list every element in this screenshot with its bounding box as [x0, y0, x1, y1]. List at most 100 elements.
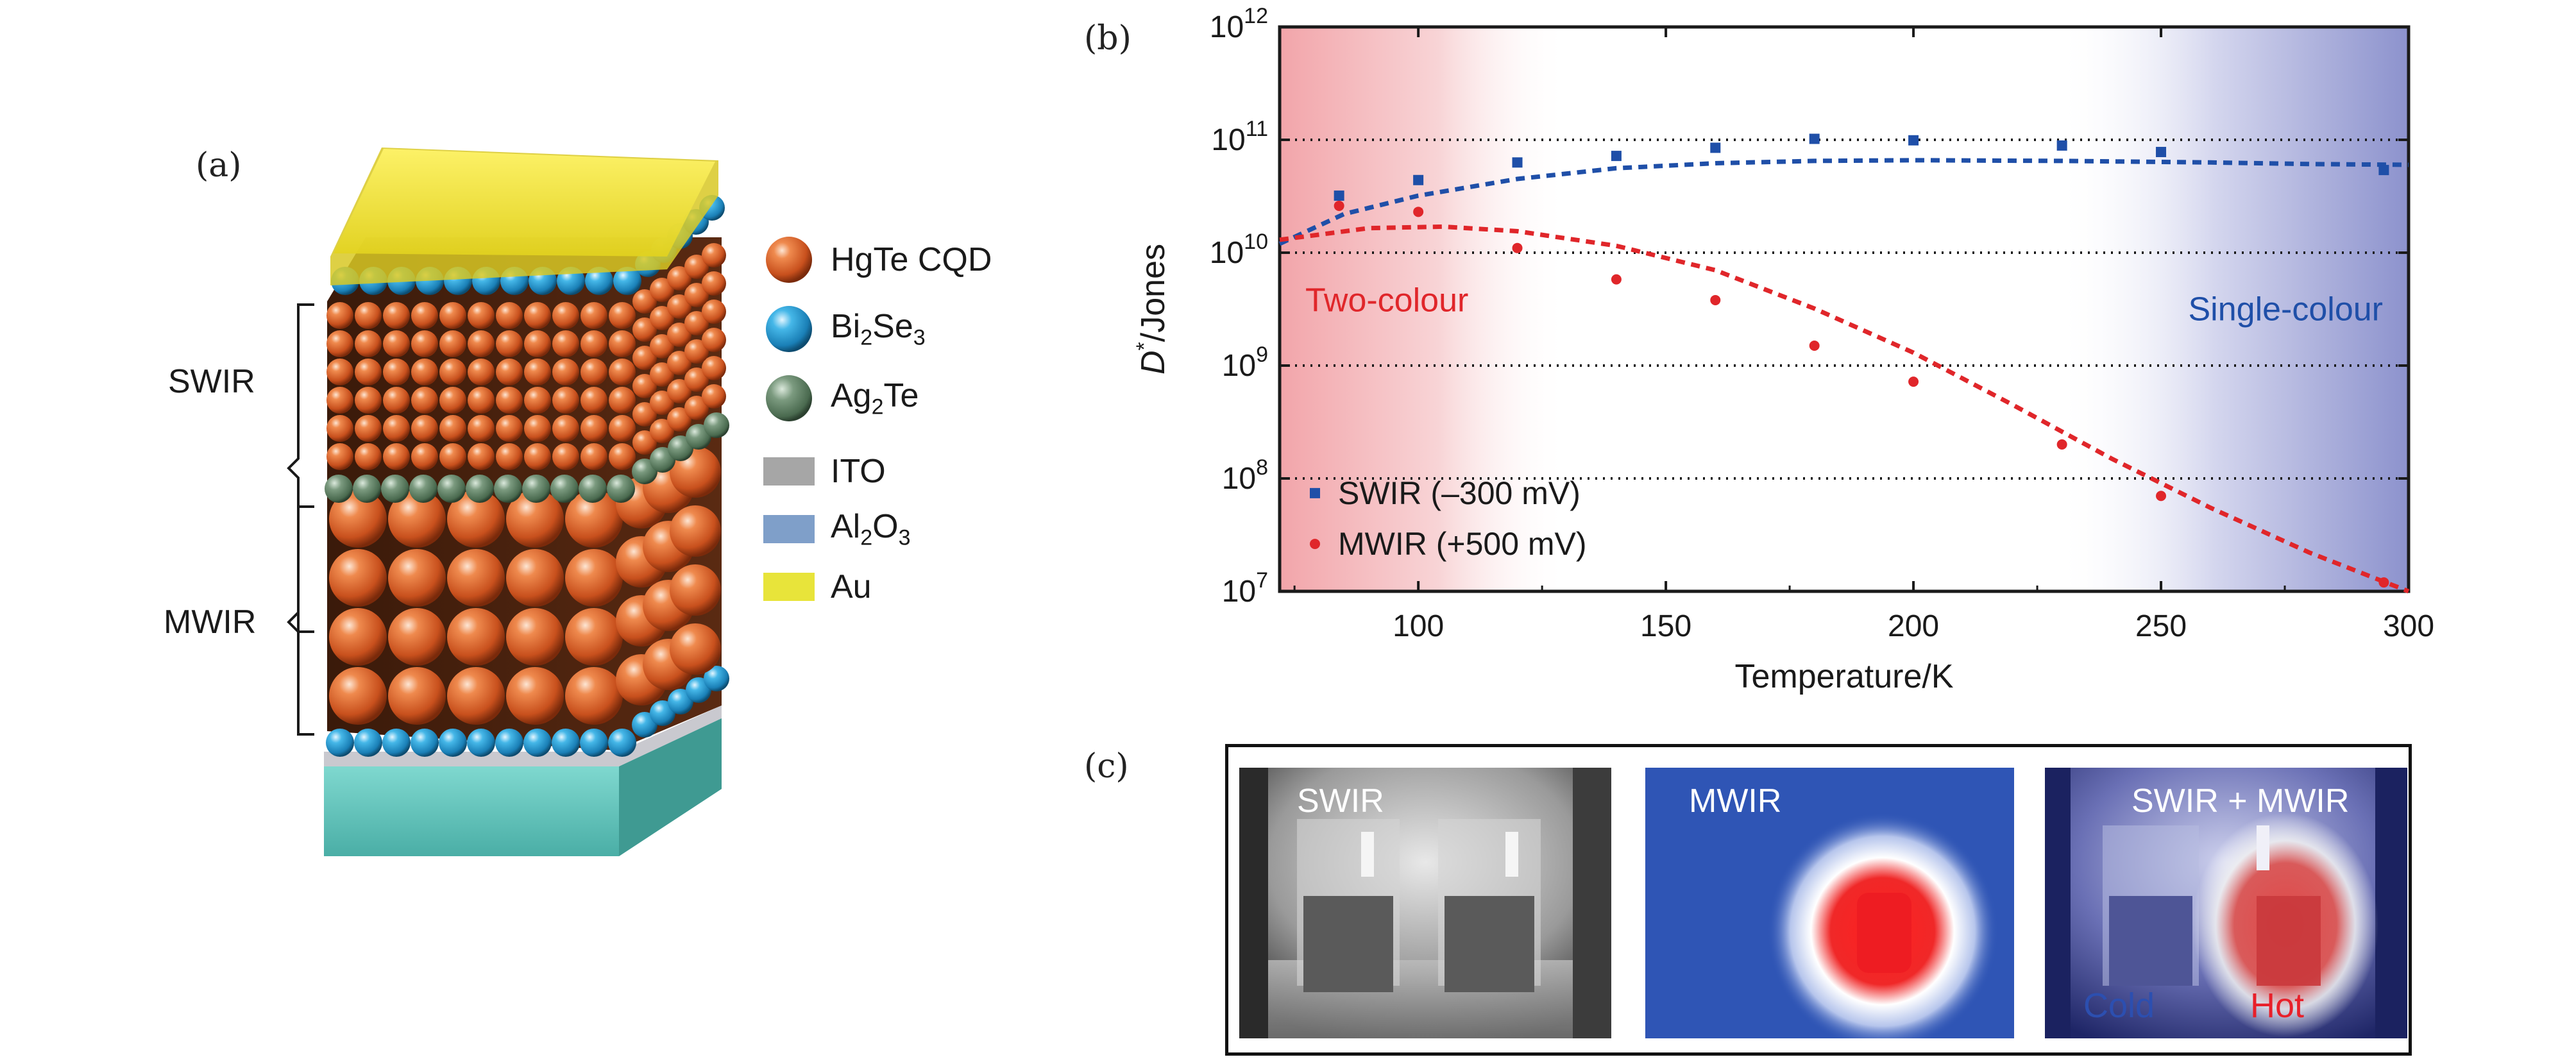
x-tick-label: 100: [1393, 609, 1444, 643]
cold-caption: Cold: [2083, 986, 2155, 1025]
hgte-swir-sphere: [632, 289, 657, 314]
hgte-swir-sphere: [383, 387, 410, 414]
device-stack-illustration: [287, 148, 729, 856]
legend-label-swir: SWIR (–300 mV): [1338, 475, 1580, 511]
hgte-swir-sphere: [552, 359, 579, 385]
ag2te-sphere: [381, 475, 409, 503]
hgte-swir-sphere: [667, 294, 691, 319]
hgte-swir-sphere: [468, 359, 495, 385]
data-point-swir: [1710, 142, 1721, 153]
legend-item-ito: ITO: [763, 449, 886, 494]
ag2te-sphere: [704, 412, 729, 438]
data-point-mwir: [1710, 294, 1721, 305]
legend-label-mwir: MWIR (+500 mV): [1338, 526, 1587, 562]
swir-bracket: [287, 303, 314, 633]
hgte-swir-sphere: [650, 419, 674, 443]
hgte-swir-sphere: [667, 323, 691, 347]
y-tick-label: 109: [1222, 342, 1268, 383]
hgte-swir-sphere: [524, 387, 551, 414]
panel-label-b: (b): [1084, 19, 1131, 58]
hgte-swir-sphere: [552, 387, 579, 414]
hgte-swir-sphere: [524, 443, 551, 470]
hgte-swir-sphere: [684, 255, 709, 279]
bi2se3-sphere-icon: [766, 306, 812, 352]
swir-thermal-image: SWIR: [1239, 768, 1611, 1038]
ag2te-sphere: [437, 475, 466, 503]
hgte-swir-sphere: [411, 302, 438, 329]
ag2te-sphere: [325, 475, 353, 503]
hgte-swir-sphere: [702, 243, 726, 267]
hgte-swir-sphere: [609, 302, 636, 329]
hgte-mwir-sphere: [388, 667, 446, 725]
hgte-swir-sphere: [439, 387, 466, 414]
bi2se3-sphere: [552, 729, 580, 757]
hgte-swir-sphere: [439, 330, 466, 357]
data-point-swir: [1512, 157, 1523, 168]
hgte-swir-sphere: [496, 359, 523, 385]
ag2te-sphere: [550, 475, 579, 503]
hgte-swir-sphere: [702, 300, 726, 324]
y-axis-title: D*/Jones: [1132, 244, 1172, 375]
hgte-swir-sphere: [580, 330, 607, 357]
hgte-swir-sphere: [355, 302, 382, 329]
hgte-swir-sphere: [524, 302, 551, 329]
data-point-swir: [1413, 174, 1424, 185]
ag2te-sphere: [409, 475, 437, 503]
y-tick-label: 1011: [1211, 117, 1268, 157]
mwir-bracket: [287, 505, 314, 736]
bi2se3-sphere: [354, 729, 382, 757]
swir-bracket-label: SWIR: [168, 363, 255, 400]
y-tick-label: 1012: [1210, 4, 1268, 44]
hgte-swir-sphere: [496, 443, 523, 470]
hgte-swir-sphere: [702, 328, 726, 352]
bi2se3-sphere: [411, 729, 439, 757]
data-point-mwir: [2156, 491, 2167, 502]
hgte-swir-sphere: [609, 359, 636, 385]
hgte-swir-sphere: [580, 387, 607, 414]
data-point-swir: [1908, 135, 1919, 146]
hgte-mwir-sphere: [565, 667, 623, 725]
data-point-swir: [1334, 190, 1344, 201]
hgte-mwir-sphere: [506, 608, 564, 666]
hgte-swir-sphere: [411, 330, 438, 357]
bi2se3-sphere: [467, 729, 495, 757]
hgte-mwir-sphere: [388, 608, 446, 666]
hgte-swir-sphere: [702, 356, 726, 380]
data-point-mwir: [1611, 274, 1622, 285]
hgte-swir-sphere: [326, 302, 353, 329]
legend-item-bi2se3: Bi2Se3: [763, 306, 926, 352]
hgte-swir-sphere: [439, 415, 466, 442]
bi2se3-sphere: [382, 729, 411, 757]
hgte-swir-sphere: [468, 330, 495, 357]
hgte-swir-sphere: [411, 387, 438, 414]
hgte-cqd-sphere-icon: [766, 237, 812, 283]
hgte-swir-sphere: [468, 415, 495, 442]
hgte-swir-sphere: [609, 415, 636, 442]
hgte-swir-sphere: [355, 330, 382, 357]
hgte-swir-sphere: [684, 311, 709, 335]
hgte-mwir-sphere: [447, 667, 505, 725]
x-tick-label: 150: [1640, 609, 1691, 643]
hgte-swir-sphere: [383, 443, 410, 470]
ag2te-sphere: [522, 475, 550, 503]
y-tick-label: 108: [1222, 455, 1268, 496]
bi2se3-sphere: [523, 729, 552, 757]
hgte-mwir-sphere: [447, 608, 505, 666]
hgte-swir-sphere: [383, 302, 410, 329]
single-colour-label: Single-colour: [2189, 291, 2384, 328]
legend-item-ag2te: Ag2Te: [763, 375, 919, 421]
data-point-swir: [1809, 133, 1820, 144]
bi2se3-sphere: [439, 729, 467, 757]
hgte-swir-sphere: [496, 387, 523, 414]
x-tick-label: 250: [2135, 609, 2187, 643]
single-colour-region-bg: [2056, 27, 2409, 591]
hgte-swir-sphere: [632, 346, 657, 370]
hgte-swir-sphere: [439, 359, 466, 385]
hgte-mwir-sphere: [329, 667, 387, 725]
hgte-mwir-sphere: [506, 667, 564, 725]
ag2te-sphere: [607, 475, 635, 503]
hgte-swir-sphere: [355, 415, 382, 442]
ag2te-sphere-icon: [766, 375, 812, 421]
x-tick-label: 200: [1888, 609, 1939, 643]
hgte-swir-sphere: [632, 402, 657, 426]
